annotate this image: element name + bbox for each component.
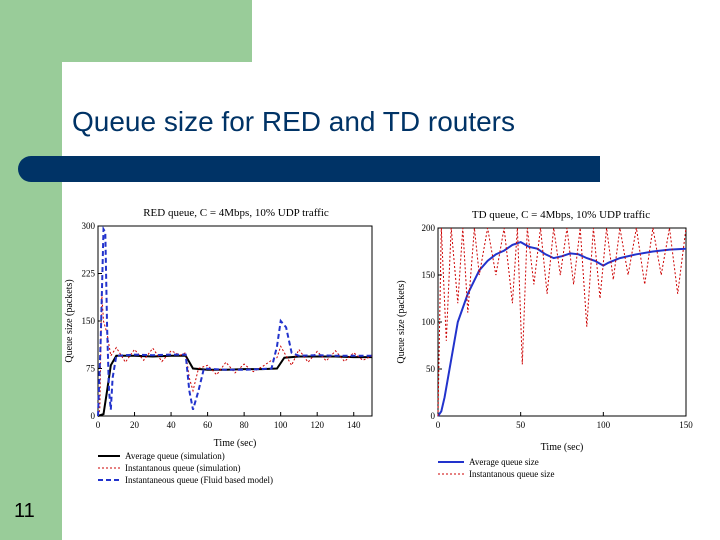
x-tick-label: 50 [516,420,526,430]
y-tick-label: 150 [422,270,436,280]
chart-title: TD queue, C = 4Mbps, 10% UDP traffic [472,209,650,221]
x-tick-label: 60 [203,420,213,430]
y-tick-labels: 0 75 150 225 300 [82,221,102,421]
y-tick-label: 225 [82,269,96,279]
x-tick-label: 140 [347,420,361,430]
x-tick-label: 0 [96,420,101,430]
y-axis-label: Queue size (packets) [396,280,407,363]
legend-label: Instantanous queue size [469,469,554,479]
series-line-0 [437,241,687,417]
x-axis-label: Time (sec) [541,442,584,453]
y-tick-label: 100 [422,317,436,327]
legend: Average queue size Instantanous queue siz… [438,457,554,479]
x-tick-labels: 0 50 100 150 [436,412,693,430]
y-tick-label: 150 [82,316,96,326]
x-tick-label: 80 [240,420,250,430]
series-lines [437,227,687,417]
x-tick-label: 120 [310,420,324,430]
series-line-2 [97,225,372,417]
x-axis-label: Time (sec) [214,438,257,449]
legend: Average queue (simulation) Instantanous q… [98,451,273,485]
y-tick-label: 300 [82,221,96,231]
chart-title: RED queue, C = 4Mbps, 10% UDP traffic [143,207,329,219]
td-queue-chart: TD queue, C = 4Mbps, 10% UDP traffic 0 50… [394,200,694,490]
y-axis-label: Queue size (packets) [64,279,75,362]
y-tick-label: 75 [86,364,96,374]
legend-label: Instantanous queue (simulation) [125,463,240,473]
x-tick-label: 150 [679,420,693,430]
y-tick-label: 0 [431,411,436,421]
y-tick-label: 0 [91,411,96,421]
legend-label: Instantaneous queue (Fluid based model) [125,475,273,485]
legend-label: Average queue (simulation) [125,451,225,461]
series-lines [97,225,373,417]
slide-number: 11 [14,500,35,522]
x-tick-label: 20 [130,420,140,430]
red-queue-chart: RED queue, C = 4Mbps, 10% UDP traffic 0 7… [62,200,380,500]
x-tick-label: 0 [436,420,441,430]
title-underline-bar [18,156,600,182]
series-line-0 [97,354,372,417]
x-tick-label: 100 [597,420,611,430]
y-tick-label: 50 [426,364,436,374]
x-tick-label: 40 [167,420,177,430]
slide-title: Queue size for RED and TD routers [72,106,516,137]
decorative-green-band-left [0,0,62,540]
y-tick-label: 200 [422,223,436,233]
x-tick-label: 100 [274,420,288,430]
legend-label: Average queue size [469,457,539,467]
series-line-1 [437,227,687,417]
x-tick-labels: 0 20 40 60 80 100 120 140 [96,412,361,430]
